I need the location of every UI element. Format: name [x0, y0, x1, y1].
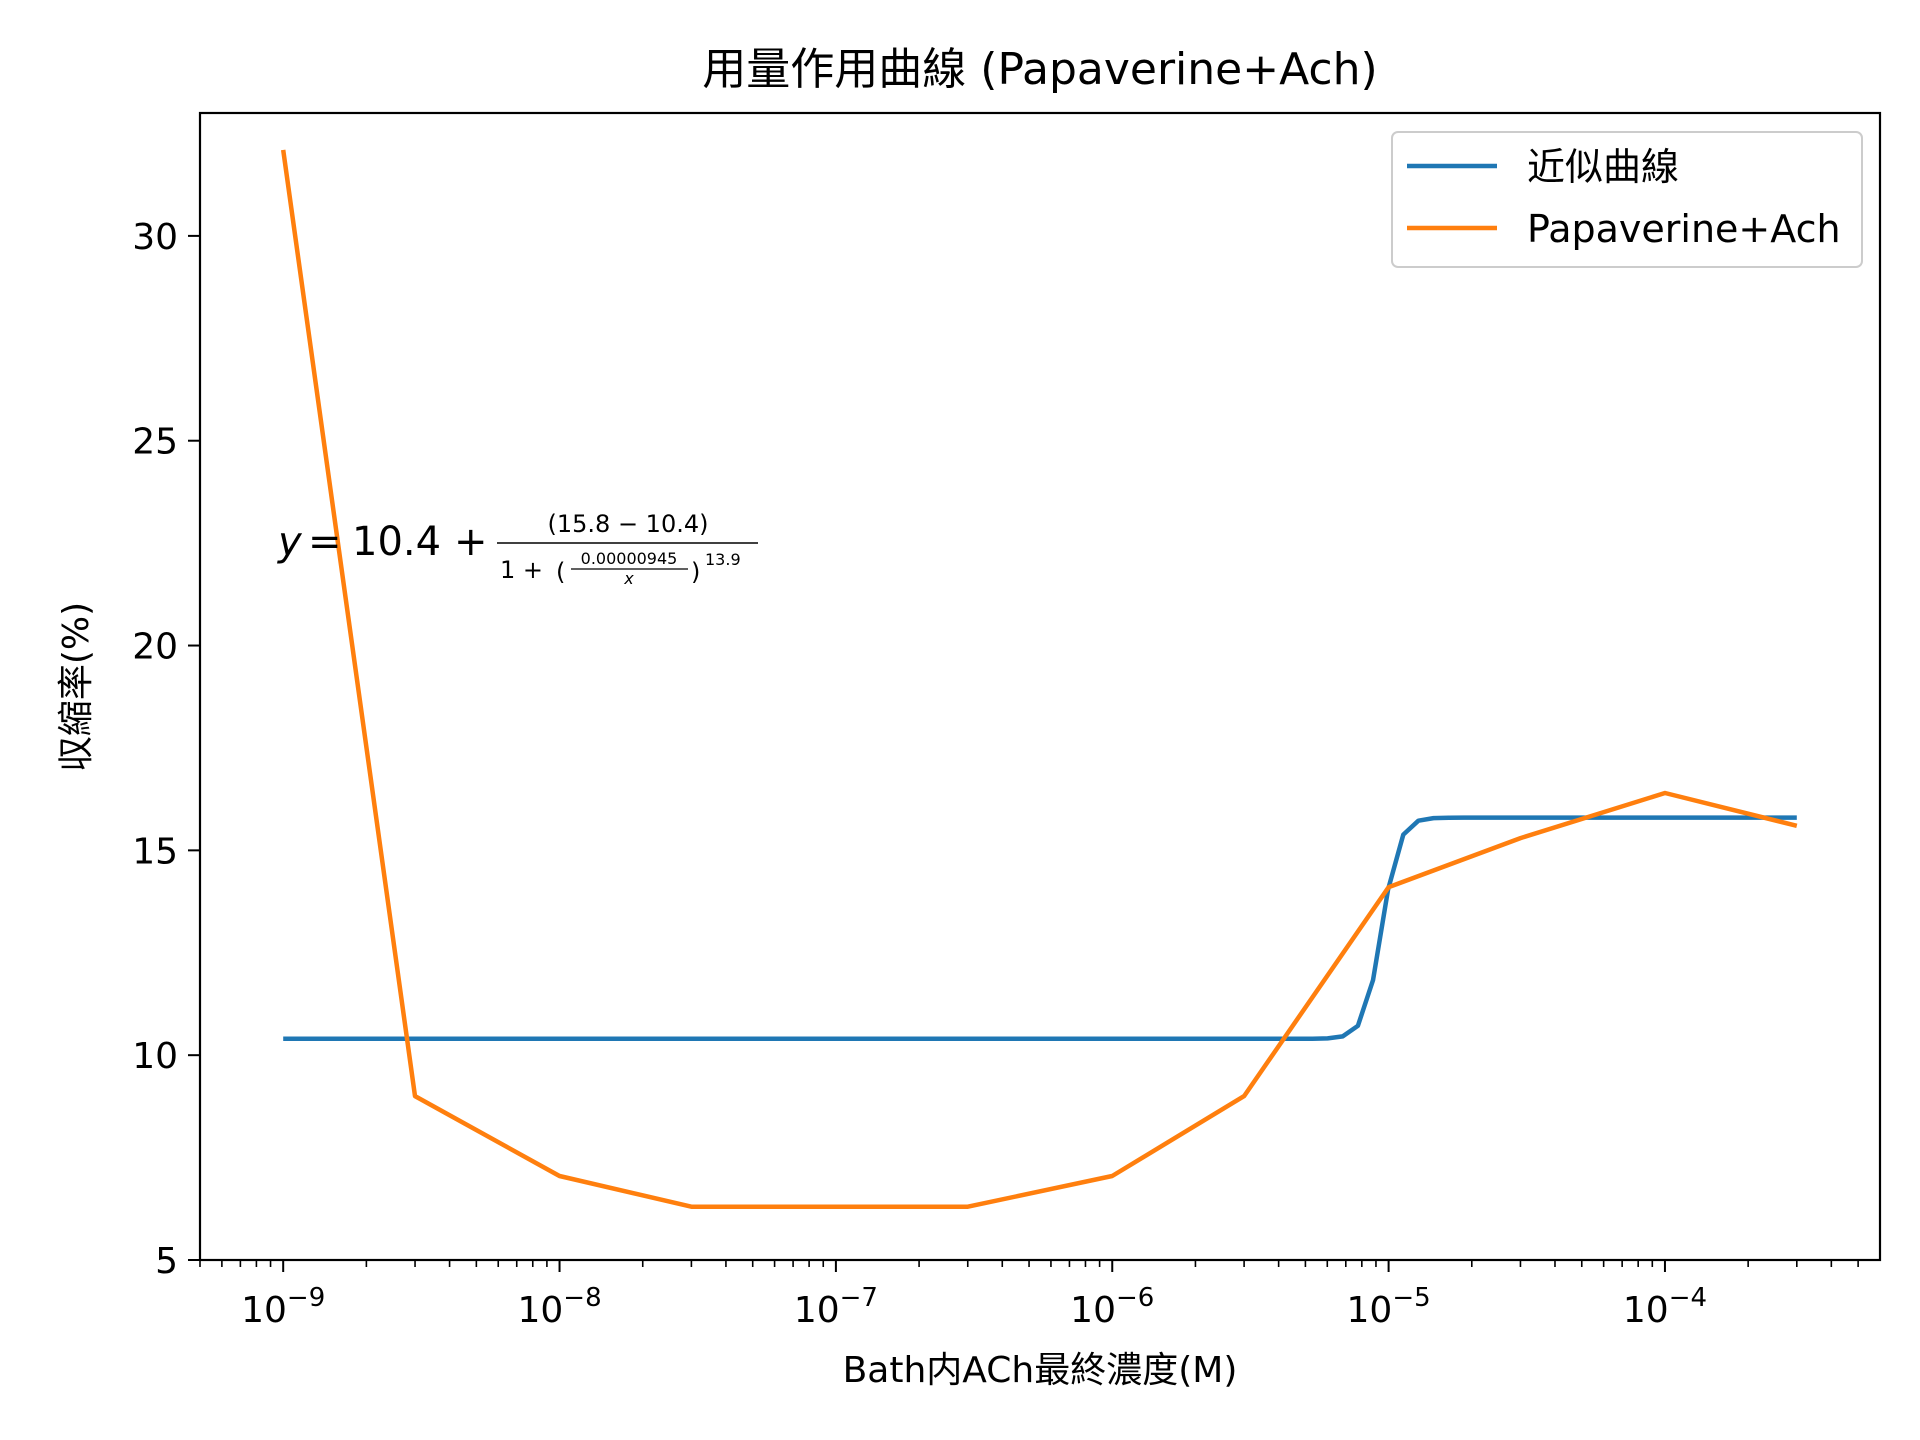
formula-inner-denominator: x [623, 569, 634, 588]
x-tick-label: 10−8 [517, 1283, 601, 1331]
fit-formula: y = 10.4 + (15.8 − 10.4) 1 + ( 0.0000094… [277, 510, 758, 588]
y-tick-label: 25 [132, 422, 178, 463]
formula-exponent: 13.9 [705, 550, 741, 569]
formula-y: y [277, 519, 303, 565]
x-tick-label: 10−5 [1347, 1283, 1431, 1331]
formula-close-paren: ) [691, 558, 700, 586]
y-tick-label: 5 [155, 1241, 178, 1282]
series-line-data [280, 149, 1798, 1209]
series-layer [280, 149, 1798, 1209]
legend-label-data: Papaverine+Ach [1527, 207, 1841, 251]
x-axis-label: Bath内ACh最終濃度(M) [843, 1350, 1238, 1391]
x-minor-ticks [199, 1260, 1859, 1267]
legend-box [1391, 131, 1863, 268]
formula-numerator: (15.8 − 10.4) [548, 510, 709, 538]
formula-inner-numerator: 0.00000945 [581, 549, 678, 568]
x-major-ticks: 10−9 10−8 10−7 10−6 10−5 10−4 [241, 1260, 1707, 1331]
x-tick-label: 10−4 [1623, 1283, 1707, 1331]
formula-open-paren: ( [556, 558, 565, 586]
series-line-fit [283, 815, 1797, 1042]
formula-base: 10.4 [352, 519, 441, 565]
plot-area [200, 113, 1880, 1260]
y-axis-label: 収縮率(%) [56, 602, 97, 772]
formula-equals: = [308, 519, 342, 565]
y-tick-label: 15 [132, 831, 178, 872]
formula-denominator-prefix: 1 + [500, 556, 543, 584]
x-tick-label: 10−9 [241, 1283, 325, 1331]
legend-label-fit: 近似曲線 [1527, 145, 1679, 189]
chart-title: 用量作用曲線 (Papaverine+Ach) [702, 44, 1377, 95]
legend: 近似曲線 Papaverine+Ach [1391, 131, 1863, 268]
y-tick-label: 10 [132, 1036, 178, 1077]
y-ticks: 5 10 15 20 25 30 [132, 217, 200, 1282]
x-tick-label: 10−7 [794, 1283, 878, 1331]
x-tick-label: 10−6 [1070, 1283, 1154, 1331]
y-tick-label: 20 [132, 627, 178, 668]
formula-plus: + [454, 519, 488, 565]
y-tick-label: 30 [132, 217, 178, 258]
plot-frame [198, 111, 1882, 1262]
